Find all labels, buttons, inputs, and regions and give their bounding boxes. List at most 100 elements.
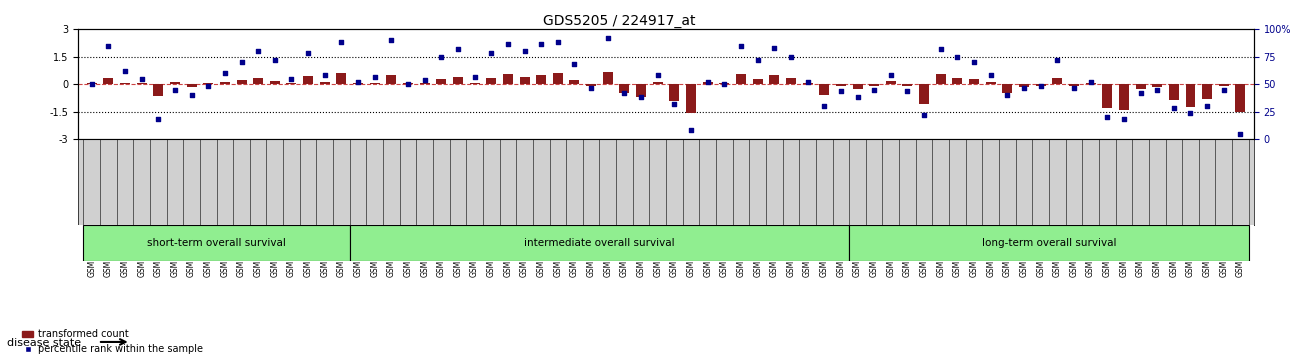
Point	[797, 79, 818, 85]
Bar	[586, 84, 596, 86]
Bar	[353, 83, 363, 84]
Bar	[187, 84, 197, 87]
Bar	[387, 74, 396, 84]
Point	[264, 57, 285, 63]
Point	[631, 94, 652, 100]
Text: long-term overall survival: long-term overall survival	[982, 238, 1117, 248]
Point	[863, 87, 884, 93]
Point	[1147, 87, 1168, 93]
Bar	[236, 80, 247, 84]
Point	[481, 50, 502, 56]
Title: GDS5205 / 224917_at: GDS5205 / 224917_at	[543, 14, 695, 28]
Point	[498, 41, 518, 47]
Bar	[1218, 84, 1229, 86]
Point	[831, 88, 852, 94]
Bar	[1135, 84, 1145, 89]
Point	[648, 72, 669, 78]
Bar	[803, 83, 812, 84]
Point	[197, 83, 218, 89]
Bar	[819, 84, 829, 95]
Point	[730, 42, 751, 48]
Point	[680, 127, 701, 133]
Point	[663, 101, 684, 107]
Bar	[936, 74, 946, 84]
Bar	[737, 74, 746, 84]
Bar	[520, 77, 529, 84]
Legend: transformed count, percentile rank within the sample: transformed count, percentile rank withi…	[18, 326, 208, 358]
Bar	[1119, 84, 1128, 110]
Bar	[1186, 84, 1195, 107]
Point	[747, 57, 768, 63]
Bar	[204, 83, 213, 84]
Point	[814, 103, 835, 109]
Point	[530, 41, 551, 47]
Bar	[720, 83, 729, 84]
Bar	[636, 84, 646, 97]
Point	[564, 61, 585, 67]
Point	[914, 112, 935, 118]
Bar	[1235, 84, 1246, 111]
Bar	[1202, 84, 1212, 99]
Bar	[603, 72, 613, 84]
Bar	[253, 78, 264, 84]
Point	[581, 86, 602, 91]
Bar	[1036, 84, 1046, 86]
Bar	[537, 74, 546, 84]
Bar	[703, 82, 713, 84]
Point	[231, 59, 252, 65]
Point	[315, 72, 336, 78]
Bar	[1085, 83, 1096, 84]
Point	[848, 94, 868, 100]
Bar	[170, 82, 180, 84]
Bar	[86, 83, 97, 84]
Point	[81, 81, 102, 87]
Point	[330, 39, 351, 45]
Point	[397, 81, 418, 87]
Point	[1047, 57, 1068, 63]
Bar	[470, 83, 479, 84]
Point	[1181, 110, 1202, 115]
Point	[248, 48, 269, 54]
Text: disease state: disease state	[7, 338, 81, 348]
Bar	[303, 76, 313, 84]
Bar	[103, 78, 114, 84]
Point	[897, 88, 918, 94]
Point	[431, 54, 452, 60]
Bar	[1003, 84, 1012, 93]
Point	[781, 54, 802, 60]
Point	[115, 68, 136, 74]
Point	[1080, 79, 1101, 85]
Bar	[419, 83, 430, 84]
Bar	[1169, 84, 1179, 100]
Bar	[619, 84, 629, 93]
Bar	[370, 83, 380, 84]
Point	[996, 92, 1017, 98]
Point	[1164, 105, 1185, 111]
Point	[347, 79, 368, 85]
Bar	[286, 83, 296, 84]
Point	[547, 39, 568, 45]
Point	[597, 35, 618, 41]
Point	[1114, 117, 1135, 122]
Bar	[1019, 84, 1029, 87]
Bar	[986, 82, 995, 84]
Bar	[453, 77, 462, 84]
Point	[714, 81, 735, 87]
Bar	[919, 84, 929, 104]
Point	[1063, 86, 1084, 91]
Bar	[1102, 84, 1113, 108]
Bar	[404, 83, 413, 84]
Bar	[337, 73, 346, 84]
Point	[448, 46, 469, 52]
Point	[764, 45, 785, 51]
Bar	[653, 82, 662, 84]
Point	[964, 59, 985, 65]
Point	[981, 72, 1002, 78]
Bar	[769, 75, 780, 84]
Bar	[1053, 78, 1062, 84]
FancyBboxPatch shape	[849, 225, 1249, 261]
Text: intermediate overall survival: intermediate overall survival	[524, 238, 675, 248]
Point	[930, 46, 951, 52]
Point	[1213, 87, 1234, 93]
FancyBboxPatch shape	[350, 225, 849, 261]
